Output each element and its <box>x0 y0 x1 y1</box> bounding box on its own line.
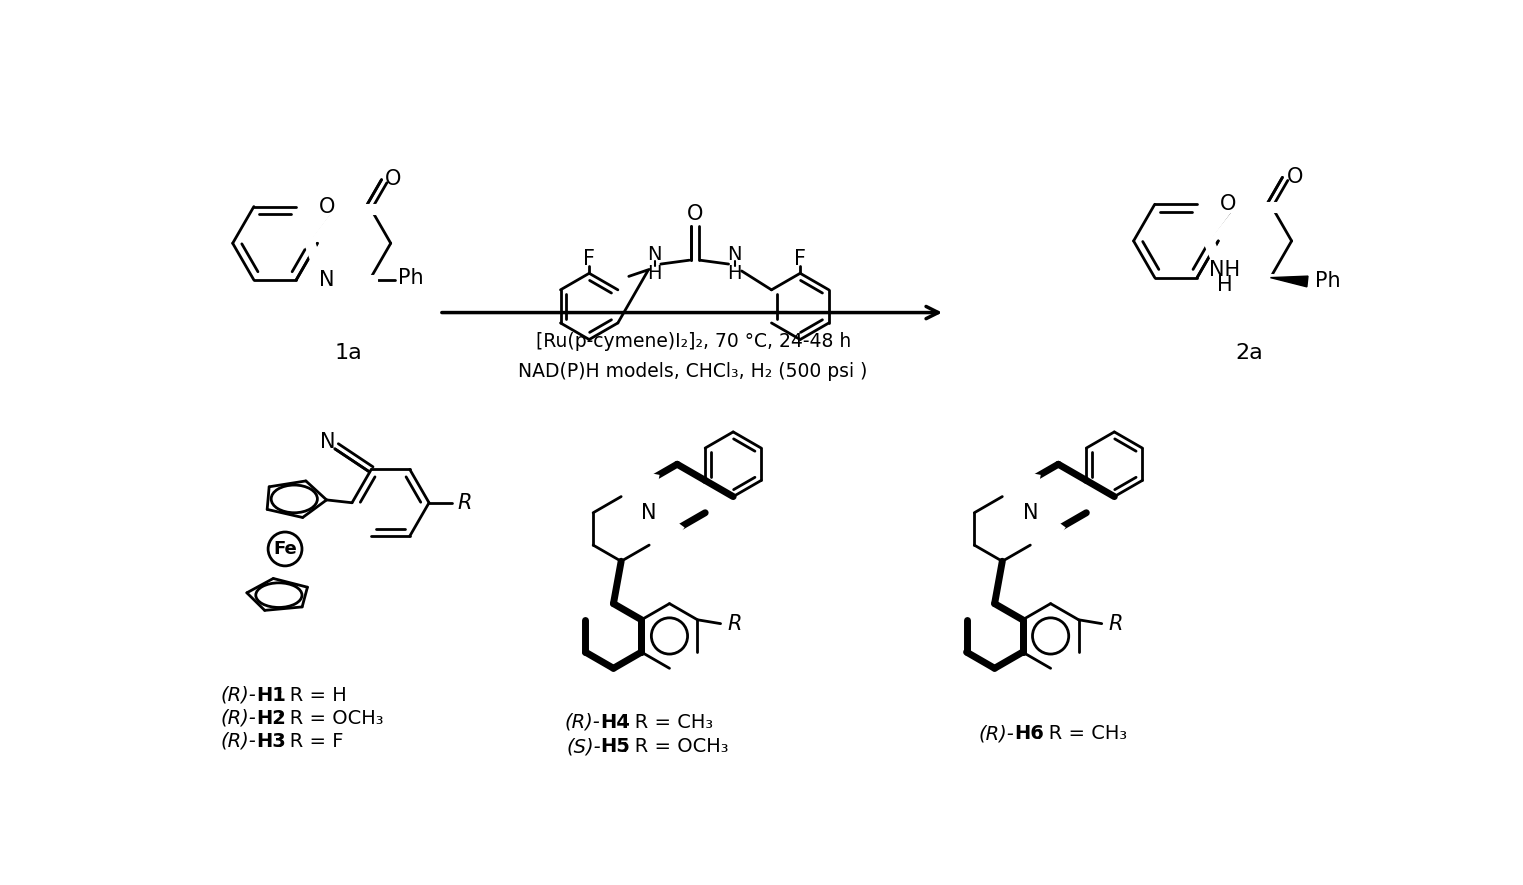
Text: (R)-: (R)- <box>219 709 256 727</box>
Text: N: N <box>647 245 663 265</box>
Text: (R)-: (R)- <box>219 732 256 751</box>
Text: O: O <box>318 196 335 217</box>
Text: H: H <box>728 264 742 283</box>
Text: NH: NH <box>1209 260 1241 280</box>
Text: H: H <box>1217 275 1232 296</box>
Text: Ph: Ph <box>398 268 423 289</box>
Text: N: N <box>1022 503 1039 523</box>
Text: (R)-: (R)- <box>219 686 256 704</box>
Text: : R = CH₃: : R = CH₃ <box>623 712 713 732</box>
Text: O: O <box>687 204 704 224</box>
Text: Fe: Fe <box>273 540 297 558</box>
Text: H: H <box>647 264 663 283</box>
Text: R: R <box>457 493 472 512</box>
Text: : R = F: : R = F <box>277 732 344 751</box>
Text: R: R <box>726 613 742 634</box>
Text: N: N <box>728 245 742 265</box>
Text: H2: H2 <box>256 709 286 727</box>
Text: NAD(P)H models, CHCl₃, H₂ (500 psi ): NAD(P)H models, CHCl₃, H₂ (500 psi ) <box>518 362 868 381</box>
Text: 2a: 2a <box>1235 342 1263 363</box>
Text: O: O <box>1220 195 1237 214</box>
Text: R: R <box>1109 613 1122 634</box>
Text: H1: H1 <box>256 686 286 704</box>
Text: H4: H4 <box>600 712 631 732</box>
Polygon shape <box>1270 276 1308 287</box>
Text: (S)-: (S)- <box>567 737 600 757</box>
Text: Ph: Ph <box>1316 272 1342 291</box>
Text: : R = OCH₃: : R = OCH₃ <box>277 709 384 727</box>
Text: (R)-: (R)- <box>565 712 600 732</box>
Text: : R = OCH₃: : R = OCH₃ <box>623 737 730 757</box>
Text: N: N <box>320 433 335 452</box>
Text: [Ru(p-cymene)I₂]₂, 70 °C, 24-48 h: [Ru(p-cymene)I₂]₂, 70 °C, 24-48 h <box>536 332 851 350</box>
Text: F: F <box>793 250 806 269</box>
Text: N: N <box>320 270 335 290</box>
Text: 1a: 1a <box>335 342 362 363</box>
Text: : R = H: : R = H <box>277 686 347 704</box>
Text: : R = CH₃: : R = CH₃ <box>1036 724 1139 743</box>
Text: N: N <box>641 503 656 523</box>
Text: O: O <box>1287 166 1304 187</box>
Text: H5: H5 <box>600 737 631 757</box>
Text: H6: H6 <box>1014 724 1045 743</box>
Text: O: O <box>385 169 402 189</box>
Text: F: F <box>583 250 595 269</box>
Text: (R)-: (R)- <box>978 724 1014 743</box>
Text: H3: H3 <box>256 732 285 751</box>
